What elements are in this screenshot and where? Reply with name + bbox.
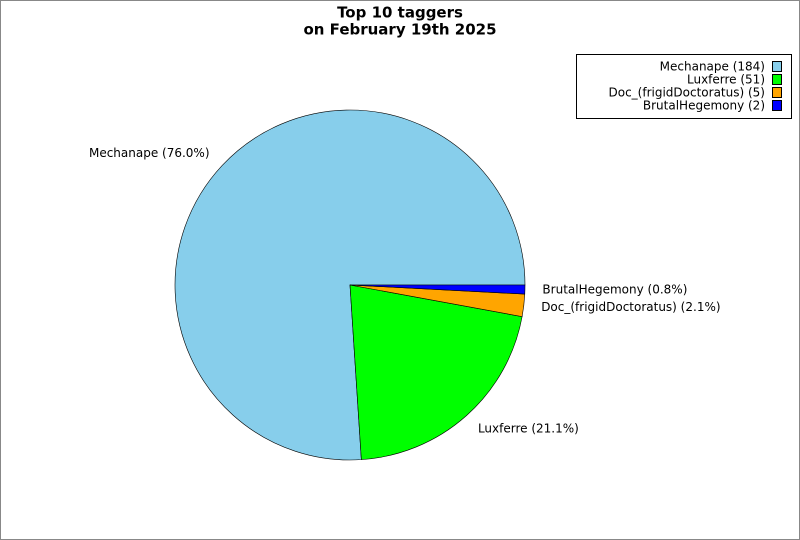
legend-swatch [772,61,782,72]
pie-slice [349,284,526,295]
slice-label: BrutalHegemony (0.8%) [542,282,687,296]
legend-label: Doc_(frigidDoctoratus) (5) [609,86,766,100]
chart-subtitle: on February 19th 2025 [303,21,496,39]
chart-title: Top 10 taggers [337,4,463,22]
legend-swatch [772,100,782,111]
legend-swatch [772,74,782,85]
legend-label: Luxferre (51) [687,73,765,87]
slice-label: Luxferre (21.1%) [478,421,579,435]
legend-label: BrutalHegemony (2) [643,99,765,113]
legend-box [576,54,792,119]
legend-swatch [772,87,782,98]
slice-label: Doc_(frigidDoctoratus) (2.1%) [541,300,720,314]
slice-label: Mechanape (76.0%) [89,146,210,160]
legend-label: Mechanape (184) [660,60,765,74]
pie-slice [349,284,523,460]
